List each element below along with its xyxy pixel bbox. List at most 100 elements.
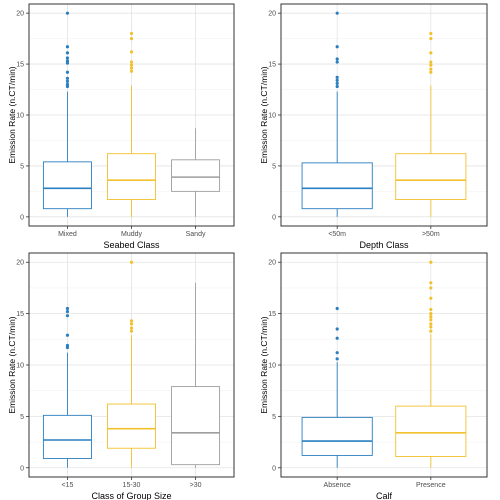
- chart-panel-1: 0 5 10 15 20 Mixed Muddy Sandy Seabed Class Emiss…: [7, 3, 235, 250]
- y-tick-label: 0: [272, 214, 276, 221]
- outlier-point: [335, 327, 339, 331]
- y-tick-label: 20: [268, 11, 276, 18]
- box-iqr: [395, 405, 467, 457]
- box-iqr: [301, 416, 373, 456]
- outlier-point: [129, 66, 134, 70]
- x-axis-title: Depth Class: [359, 240, 409, 250]
- y-tick-label: 0: [20, 465, 24, 472]
- y-tick-label: 20: [16, 260, 24, 267]
- outlier-point: [429, 315, 433, 319]
- x-axis-title: Seabed Class: [103, 240, 160, 250]
- y-axis-title: Emission Rate (n.CT/min): [259, 66, 269, 163]
- outlier-point: [129, 31, 134, 36]
- y-tick-label: 15: [16, 62, 24, 69]
- y-tick-label: 15: [268, 311, 276, 318]
- outlier-point: [429, 307, 433, 312]
- box-iqr: [42, 414, 92, 459]
- x-tick-label: <50m: [328, 231, 346, 238]
- y-axis-title: Emission Rate (n.CT/min): [7, 66, 17, 163]
- x-tick-label: Absence: [324, 482, 351, 489]
- outlier-point: [65, 70, 70, 74]
- outlier-point: [335, 60, 339, 64]
- x-tick-label: <15: [62, 482, 74, 489]
- outlier-point: [429, 63, 433, 67]
- y-tick-label: 10: [268, 113, 276, 120]
- outlier-point: [335, 81, 339, 86]
- outlier-point: [429, 325, 433, 329]
- outlier-point: [65, 333, 70, 337]
- outlier-point: [335, 75, 339, 79]
- outlier-point: [335, 351, 339, 355]
- outlier-point: [129, 50, 134, 54]
- x-tick-label: >30: [190, 482, 202, 489]
- outlier-point: [429, 329, 433, 333]
- y-tick-label: 20: [16, 11, 24, 18]
- outlier-point: [129, 260, 134, 264]
- x-tick-label: Presence: [416, 482, 446, 489]
- y-tick-label: 5: [20, 414, 24, 421]
- plot-frame: [28, 3, 235, 227]
- outlier-point: [65, 314, 70, 318]
- outlier-point: [65, 309, 70, 314]
- outlier-point: [65, 76, 70, 80]
- outlier-point: [429, 260, 433, 264]
- y-tick-label: 10: [268, 363, 276, 370]
- outlier-point: [429, 67, 433, 71]
- x-axis-title: Class of Group Size: [91, 491, 171, 500]
- outlier-point: [65, 306, 70, 311]
- x-tick-label: Sandy: [186, 231, 206, 238]
- outlier-point: [65, 51, 70, 55]
- y-tick-label: 5: [272, 163, 276, 170]
- outlier-point: [335, 78, 339, 82]
- y-tick-label: 5: [20, 163, 24, 170]
- outlier-point: [335, 84, 339, 89]
- outlier-point: [429, 37, 433, 41]
- outlier-point: [65, 343, 70, 348]
- box-iqr: [171, 386, 221, 466]
- outlier-point: [335, 306, 339, 311]
- outlier-point: [65, 11, 70, 15]
- y-tick-label: 0: [272, 465, 276, 472]
- outlier-point: [429, 312, 433, 316]
- box-iqr: [107, 153, 156, 200]
- x-tick-label: >50m: [422, 231, 440, 238]
- y-tick-label: 15: [16, 311, 24, 318]
- outlier-point: [65, 82, 70, 87]
- plot-frame: [280, 252, 488, 478]
- chart-panel-4: 0 5 10 15 20 Absence Presence Calf Emission Rate…: [259, 252, 488, 500]
- outlier-point: [65, 56, 70, 60]
- outlier-point: [335, 57, 339, 61]
- outlier-point: [429, 322, 433, 326]
- plot-frame: [280, 3, 488, 227]
- box-iqr: [395, 153, 467, 200]
- chart-panel-2: 0 5 10 15 20 <50m >50m Depth Class Emission Rate…: [259, 3, 488, 250]
- x-tick-label: Mixed: [58, 231, 77, 238]
- outlier-point: [129, 69, 134, 73]
- outlier-point: [335, 336, 339, 340]
- plot-frame: [28, 252, 235, 478]
- outlier-point: [429, 31, 433, 36]
- y-tick-label: 0: [20, 214, 24, 221]
- box-iqr: [107, 403, 156, 449]
- outlier-point: [129, 319, 134, 323]
- outlier-point: [335, 11, 339, 15]
- outlier-point: [429, 51, 433, 55]
- box-iqr: [301, 162, 373, 210]
- outlier-point: [129, 60, 134, 64]
- box-iqr: [171, 159, 221, 192]
- box-iqr: [42, 161, 92, 210]
- outlier-point: [129, 37, 134, 41]
- outlier-point: [335, 45, 339, 49]
- outlier-point: [65, 59, 70, 63]
- y-tick-label: 20: [268, 260, 276, 267]
- outlier-point: [429, 296, 433, 300]
- outlier-point: [429, 286, 433, 290]
- outlier-point: [129, 326, 134, 330]
- x-tick-label: Muddy: [121, 231, 143, 238]
- outlier-point: [429, 318, 433, 322]
- x-axis-title: Calf: [376, 491, 393, 500]
- y-tick-label: 10: [16, 113, 24, 120]
- outlier-point: [65, 79, 70, 83]
- outlier-point: [429, 281, 433, 285]
